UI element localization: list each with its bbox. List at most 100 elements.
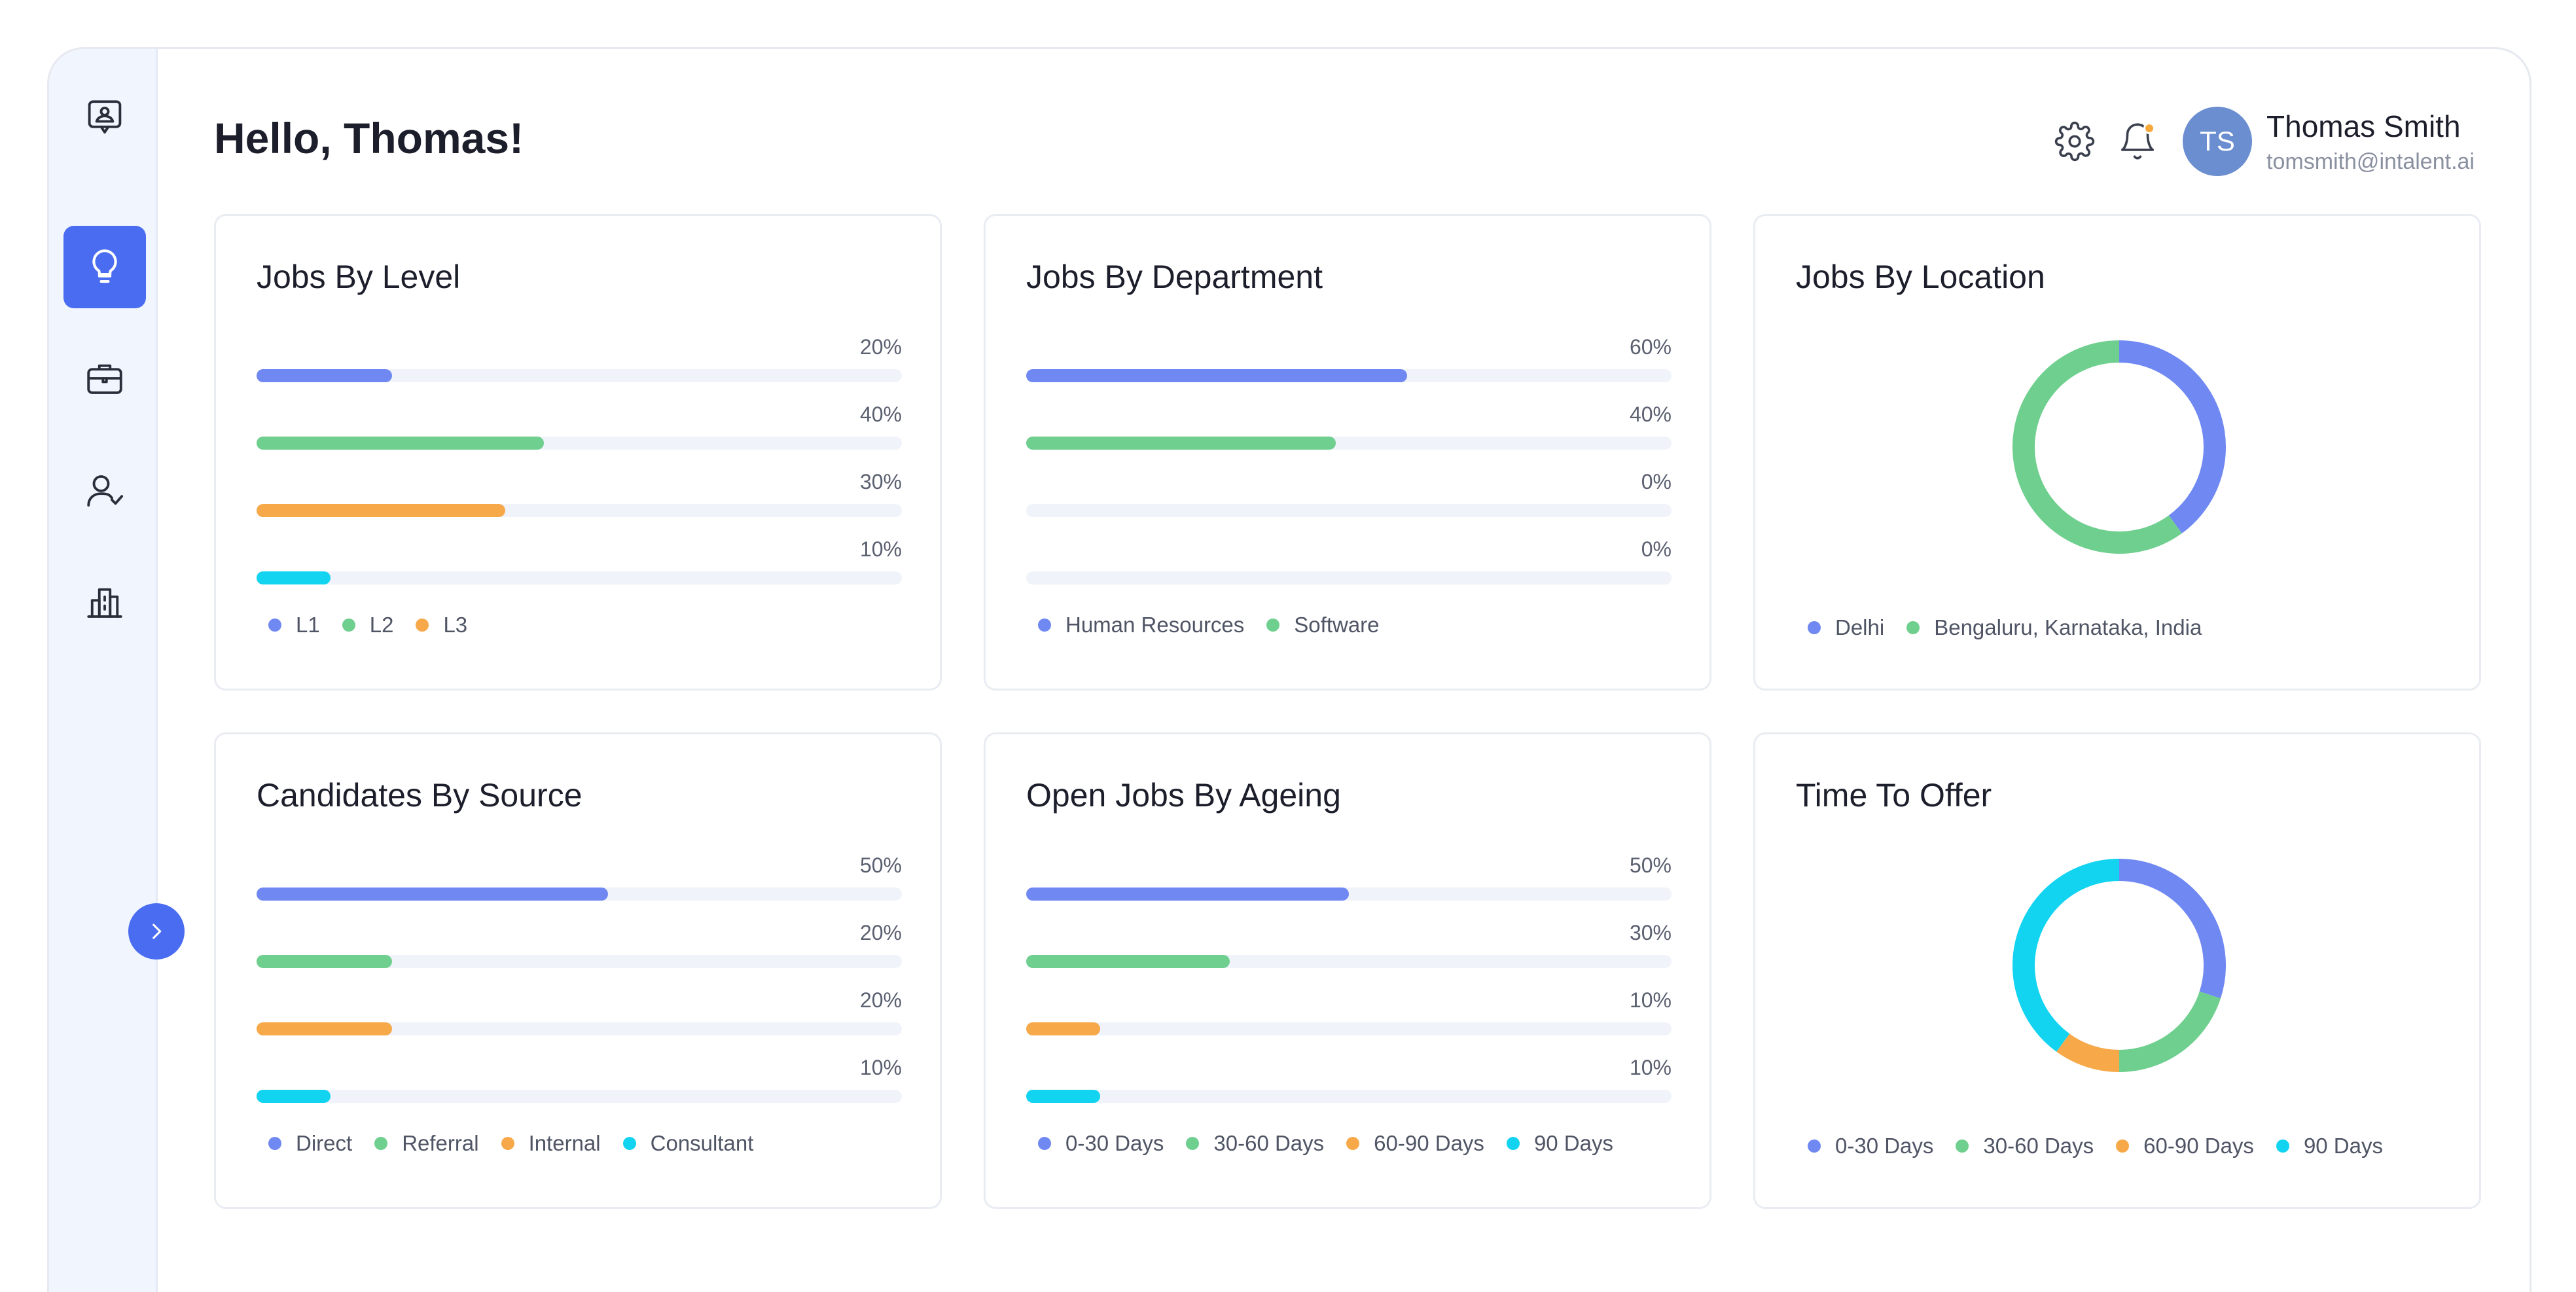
legend-item[interactable]: 0-30 Days [1808,1134,1933,1158]
bar-row: 0% [1026,470,1672,535]
legend-item[interactable]: L3 [416,613,467,637]
bar-fill[interactable] [1026,888,1349,901]
legend-item[interactable]: 90 Days [2276,1134,2383,1158]
briefcase-icon [87,364,122,394]
bar-fill[interactable] [1026,1022,1101,1035]
donut-slice[interactable] [2119,859,2226,999]
donut-slice[interactable] [2012,340,2182,554]
bar-track [1026,955,1672,968]
bar-fill[interactable] [1026,1090,1101,1103]
donut-chart [2012,859,2226,1072]
expand-sidebar-button[interactable] [128,903,185,960]
legend-item[interactable]: 60-90 Days [2116,1134,2254,1158]
legend-dot [268,1137,281,1150]
sidebar-item-company[interactable] [63,561,146,643]
bar-fill[interactable] [257,437,544,450]
sidebar-item-jobs[interactable] [63,337,146,420]
legend-item[interactable]: Consultant [622,1131,753,1156]
settings-button[interactable] [2052,118,2098,164]
legend-item[interactable]: Human Resources [1038,613,1244,637]
legend-dot [622,1137,636,1150]
bar-fill[interactable] [1026,369,1407,382]
legend-label: L2 [369,613,394,637]
bar-value-label: 10% [859,1056,902,1079]
bar-track [1026,571,1672,584]
sidebar-item-candidates[interactable] [63,450,146,532]
bar-fill[interactable] [257,571,331,584]
bar-fill[interactable] [1026,955,1230,968]
notifications-button[interactable] [2115,118,2160,164]
donut-slice[interactable] [2119,991,2221,1072]
card-time-to-offer: Time To Offer 0-30 Days 30-60 Days 60-90 Da… [1753,732,2481,1209]
bar-row: 40% [1026,403,1672,468]
bar-value-label: 50% [859,853,902,877]
bar-fill[interactable] [1026,437,1336,450]
bar-value-label: 10% [1629,988,1672,1012]
sidebar-item-insights[interactable] [63,226,146,308]
lightbulb-icon [92,249,117,283]
legend-item[interactable]: Direct [268,1131,352,1156]
legend-dot [2116,1139,2130,1153]
bar-value-label: 0% [1641,537,1672,561]
legend-label: 90 Days [2303,1134,2383,1158]
card-title: Candidates By Source [257,777,582,814]
bar-track [1026,504,1672,517]
bar-fill[interactable] [257,369,393,382]
user-info[interactable]: Thomas Smith tomsmith@intalent.ai [2266,109,2475,175]
bar-value-label: 20% [859,988,902,1012]
donut-slice[interactable] [2056,1033,2120,1072]
bar-value-label: 10% [859,537,902,561]
legend-label: Human Resources [1065,613,1245,637]
legend-item[interactable]: 30-60 Days [1186,1131,1324,1156]
bar-fill[interactable] [257,888,609,901]
legend-dot [501,1137,514,1150]
bar-fill[interactable] [257,504,505,517]
logo-icon[interactable] [63,77,146,159]
legend-item[interactable]: 30-60 Days [1956,1134,2094,1158]
legend-dot [268,619,281,632]
gear-icon [2054,121,2095,162]
bar-track [1026,888,1672,901]
bar-fill[interactable] [257,1022,393,1035]
chevron-right-icon [152,924,162,939]
legend-item[interactable]: L2 [342,613,394,637]
donut-slice[interactable] [2012,859,2120,1052]
legend-label: 30-60 Days [1213,1131,1325,1155]
legend-item[interactable]: 60-90 Days [1346,1131,1484,1156]
bar-value-label: 60% [1629,335,1672,359]
card-title: Time To Offer [1796,777,1992,814]
bar-value-label: 50% [1629,853,1672,877]
bar-track [257,369,902,382]
legend-item[interactable]: Internal [501,1131,601,1156]
bar-value-label: 0% [1641,470,1672,493]
bar-row: 10% [257,1056,902,1121]
chart-legend: L1 L2 L3 [268,613,490,637]
legend-item[interactable]: Referral [374,1131,479,1156]
legend-item[interactable]: Software [1266,613,1380,637]
bar-track [1026,369,1672,382]
legend-dot [1906,621,1920,634]
bar-value-label: 20% [859,921,902,944]
bar-row: 50% [1026,853,1672,919]
legend-item[interactable]: L1 [268,613,320,637]
card-jobs-by-department: Jobs By Department 60% 40% 0% 0% Human Resour… [984,214,1711,691]
bar-track [1026,1090,1672,1103]
page-title: Hello, Thomas! [214,114,524,162]
bar-track [257,1022,902,1035]
donut-slice[interactable] [2119,340,2226,533]
chart-legend: Delhi Bengaluru, Karnataka, India [1808,615,2224,640]
avatar[interactable]: TS [2183,107,2253,176]
legend-item[interactable]: Bengaluru, Karnataka, India [1906,615,2202,640]
legend-dot [1956,1139,1969,1153]
bar-row: 10% [1026,988,1672,1054]
legend-item[interactable]: 0-30 Days [1038,1131,1164,1156]
bar-fill[interactable] [257,1090,331,1103]
legend-dot [374,1137,388,1150]
bar-row: 50% [257,853,902,919]
legend-item[interactable]: 90 Days [1506,1131,1613,1156]
legend-dot [1808,621,1821,634]
bar-fill[interactable] [257,955,393,968]
legend-dot [2276,1139,2289,1153]
bar-row: 60% [1026,335,1672,401]
legend-item[interactable]: Delhi [1808,615,1884,640]
